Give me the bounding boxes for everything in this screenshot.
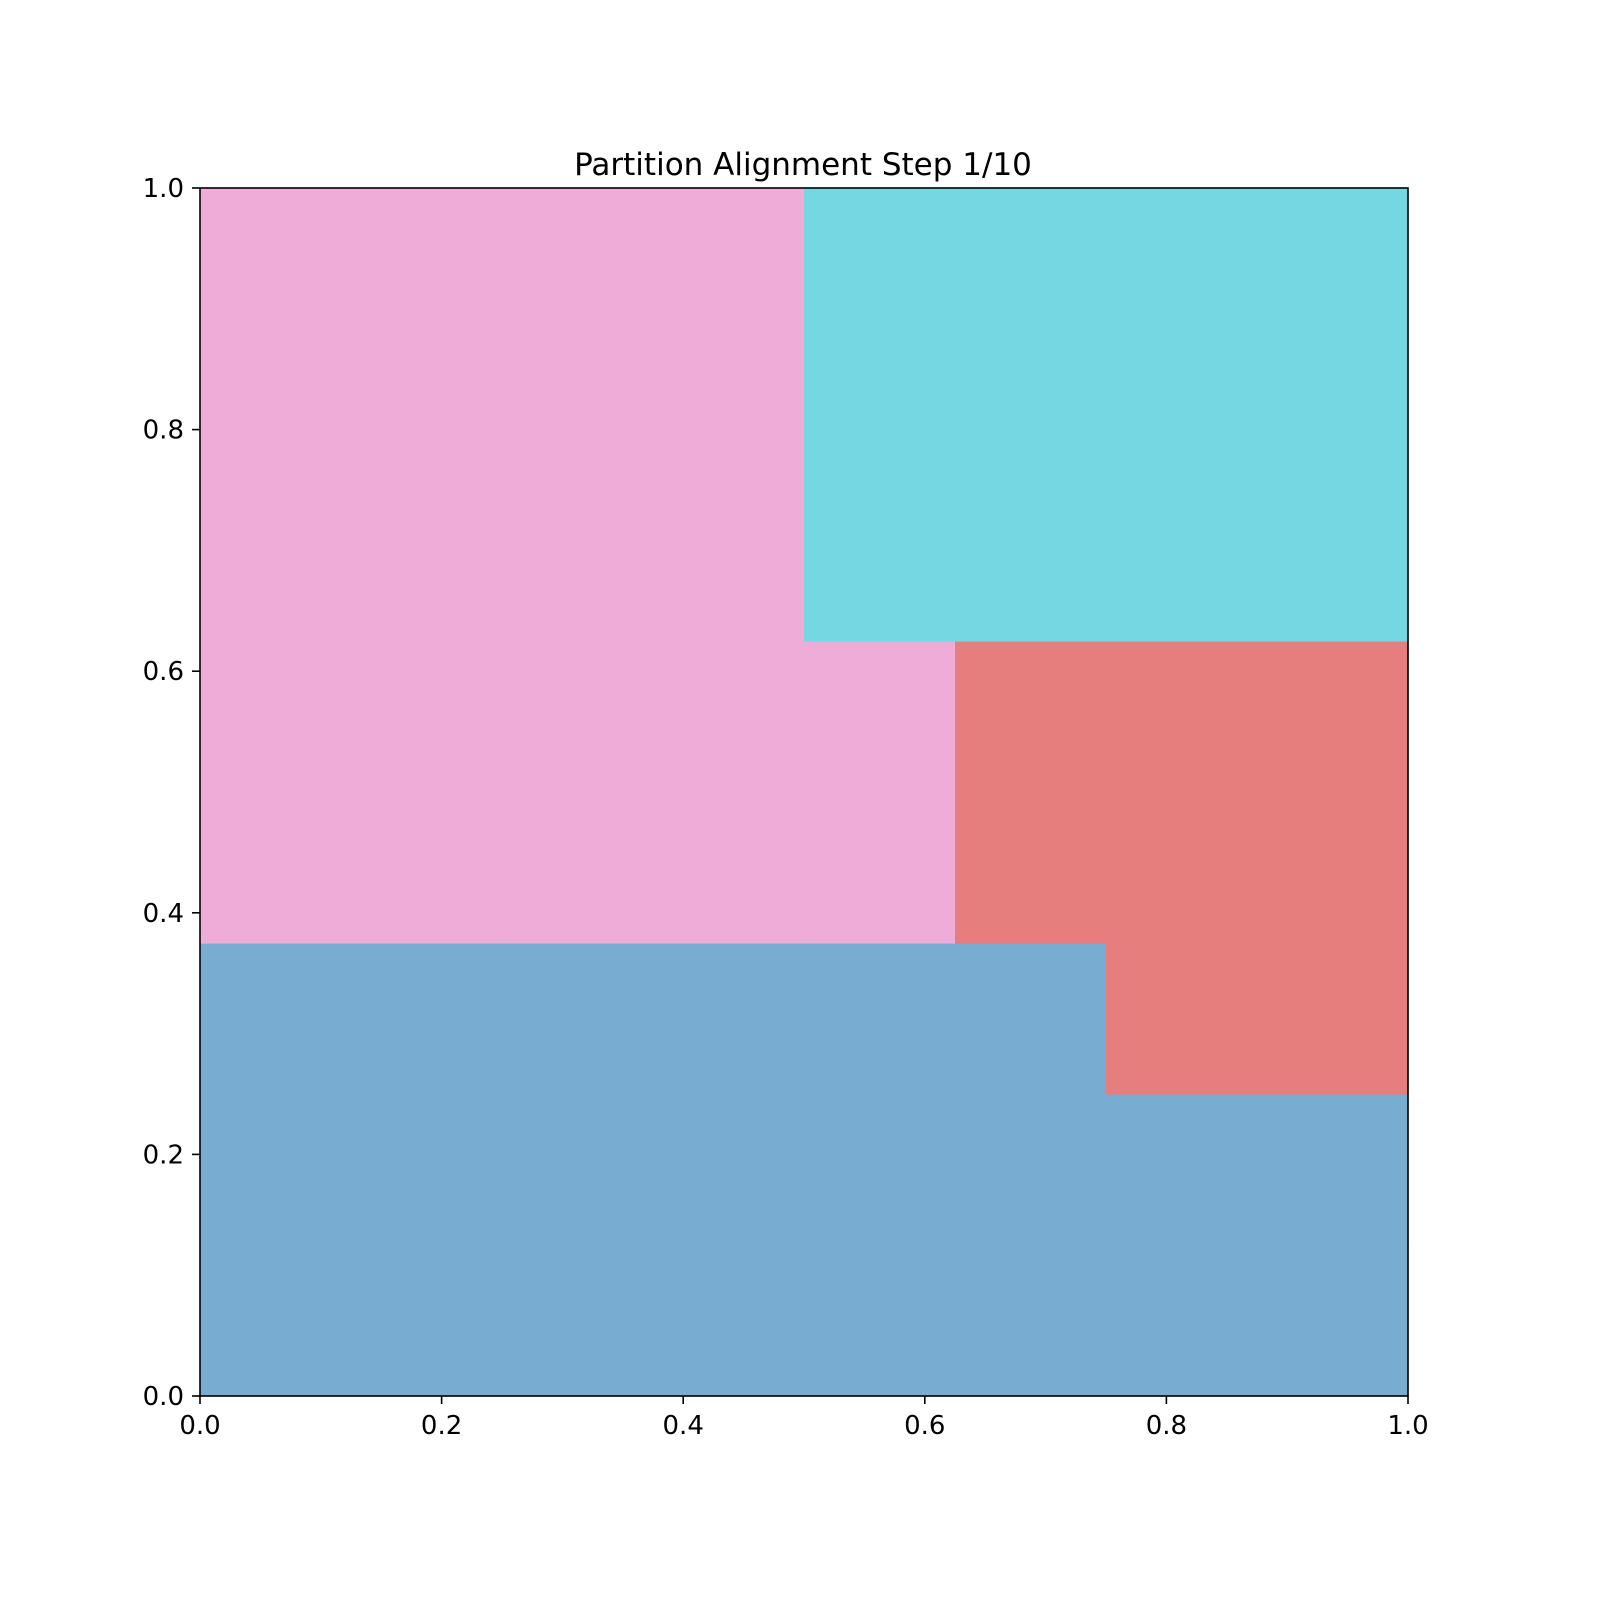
y-tick-label: 0.0 <box>143 1382 184 1412</box>
partition-cell-region-1 <box>502 1094 654 1246</box>
partition-cell-region-4 <box>804 188 956 340</box>
x-tick-label: 0.0 <box>179 1411 220 1441</box>
partition-cell-region-2 <box>653 641 805 793</box>
partition-cell-region-1 <box>200 1245 352 1397</box>
partition-cell-region-1 <box>804 943 956 1095</box>
partition-cell-region-4 <box>955 339 1107 491</box>
partition-cell-region-2 <box>351 792 503 944</box>
partition-cell-region-1 <box>955 1094 1107 1246</box>
partition-cell-region-4 <box>1257 490 1409 642</box>
partition-cell-region-1 <box>955 943 1107 1095</box>
partition-cell-region-3 <box>1257 943 1409 1095</box>
partition-cell-region-4 <box>1106 339 1258 491</box>
partition-cell-region-4 <box>1257 188 1409 340</box>
partition-cell-region-1 <box>1257 1245 1409 1397</box>
partition-cell-region-2 <box>502 339 654 491</box>
axes-frame <box>199 187 1409 1397</box>
partition-cell-region-1 <box>200 943 352 1095</box>
partition-cell-region-2 <box>200 339 352 491</box>
y-tick-label: 0.4 <box>143 899 184 929</box>
x-tick-label: 0.6 <box>904 1411 945 1441</box>
x-axis: 0.0 0.2 0.4 0.6 0.8 1.0 <box>179 1396 1429 1441</box>
partition-cell-region-1 <box>804 1245 956 1397</box>
partition-cell-region-4 <box>1257 339 1409 491</box>
x-tick-label: 0.8 <box>1146 1411 1187 1441</box>
partition-cell-region-2 <box>502 641 654 793</box>
partition-cell-region-3 <box>1257 792 1409 944</box>
partition-cell-region-2 <box>804 641 956 793</box>
chart-title: Partition Alignment Step 1/10 <box>574 147 1032 183</box>
partition-cell-region-2 <box>502 792 654 944</box>
partition-cell-region-2 <box>200 641 352 793</box>
partition-cell-region-3 <box>955 641 1107 793</box>
plot-area <box>200 188 1409 1397</box>
partition-cell-region-1 <box>351 1094 503 1246</box>
partition-cell-region-2 <box>653 490 805 642</box>
partition-cell-region-2 <box>200 188 352 340</box>
partition-cell-region-1 <box>1257 1094 1409 1246</box>
partition-cell-region-1 <box>804 1094 956 1246</box>
x-tick-label: 1.0 <box>1387 1411 1428 1441</box>
partition-cell-region-4 <box>955 490 1107 642</box>
partition-cell-region-2 <box>653 188 805 340</box>
partition-cell-region-2 <box>653 339 805 491</box>
partition-cell-region-3 <box>955 792 1107 944</box>
partition-cell-region-4 <box>804 339 956 491</box>
y-axis: 0.0 0.2 0.4 0.6 0.8 1.0 <box>143 174 200 1412</box>
partition-cell-region-2 <box>502 490 654 642</box>
partition-cell-region-4 <box>1106 188 1258 340</box>
partition-cell-region-1 <box>502 943 654 1095</box>
partition-cell-region-2 <box>653 792 805 944</box>
partition-cell-region-2 <box>502 188 654 340</box>
partition-cell-region-2 <box>200 490 352 642</box>
partition-cell-region-1 <box>955 1245 1107 1397</box>
x-tick-label: 0.4 <box>663 1411 704 1441</box>
partition-cell-region-1 <box>351 943 503 1095</box>
partition-cell-region-2 <box>351 188 503 340</box>
partition-cell-region-1 <box>653 1245 805 1397</box>
y-tick-label: 0.6 <box>143 657 184 687</box>
partition-cell-region-3 <box>1257 641 1409 793</box>
partition-cell-region-2 <box>351 490 503 642</box>
y-tick-label: 0.2 <box>143 1140 184 1170</box>
partition-cell-region-2 <box>200 792 352 944</box>
partition-cell-region-4 <box>1106 490 1258 642</box>
partition-cell-region-4 <box>955 188 1107 340</box>
partition-cell-region-1 <box>200 1094 352 1246</box>
partition-cell-region-1 <box>1106 1094 1258 1246</box>
partition-cell-region-1 <box>502 1245 654 1397</box>
partition-cell-region-1 <box>653 943 805 1095</box>
x-tick-label: 0.2 <box>421 1411 462 1441</box>
y-tick-label: 0.8 <box>143 416 184 446</box>
partition-cell-region-2 <box>351 641 503 793</box>
partition-cell-region-3 <box>1106 641 1258 793</box>
partition-cell-region-3 <box>1106 943 1258 1095</box>
y-tick-label: 1.0 <box>143 174 184 204</box>
partition-cell-region-1 <box>1106 1245 1258 1397</box>
partition-cell-region-3 <box>1106 792 1258 944</box>
partition-cell-region-1 <box>653 1094 805 1246</box>
partition-cell-region-2 <box>351 339 503 491</box>
partition-cell-region-4 <box>804 490 956 642</box>
partition-cell-region-1 <box>351 1245 503 1397</box>
partition-cell-region-2 <box>804 792 956 944</box>
